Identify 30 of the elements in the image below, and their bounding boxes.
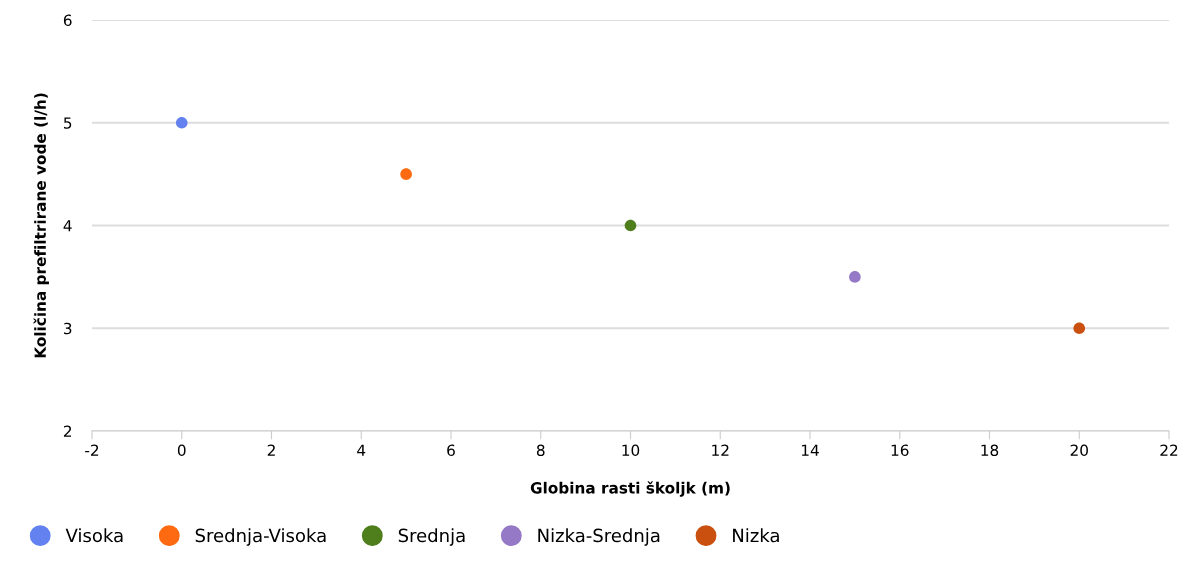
point xyxy=(175,116,188,129)
legend-label: Srednja-Visoka xyxy=(195,528,326,546)
x-tick-label: 6 xyxy=(447,444,455,457)
point xyxy=(1073,322,1086,335)
x-tick-label: 20 xyxy=(1070,444,1088,457)
point xyxy=(400,168,412,180)
x-tick-label: 18 xyxy=(981,444,999,457)
y-tick-label: 6 xyxy=(63,14,72,27)
y-tick-label: 5 xyxy=(64,117,72,129)
x-axis-title: Globina rasti školjk (m) xyxy=(530,481,730,497)
point xyxy=(624,219,637,232)
y-tick-label: 4 xyxy=(63,220,72,232)
x-tick-label: 8 xyxy=(536,444,545,457)
x-tick-label: 0 xyxy=(177,444,186,457)
legend-label: Srednja xyxy=(398,528,465,546)
x-tick-label: 10 xyxy=(622,444,640,457)
legend-label: Nizka xyxy=(733,528,779,543)
x-tick-label: 14 xyxy=(801,444,819,456)
x-tick-label: 22 xyxy=(1160,444,1178,456)
legend-label: Nizka-Srednja xyxy=(538,528,660,546)
legend-label: Visoka xyxy=(65,528,123,543)
y-tick-label: 3 xyxy=(64,322,72,335)
point xyxy=(849,271,861,283)
x-tick-label: 2 xyxy=(267,444,275,456)
y-tick-label: 2 xyxy=(63,425,72,437)
x-tick-label: -2 xyxy=(85,444,99,456)
x-tick-label: 12 xyxy=(712,444,729,456)
x-tick-label: 4 xyxy=(357,444,366,456)
y-axis-title: Količina prefiltrirane vode (l/h) xyxy=(33,93,49,358)
x-tick-label: 16 xyxy=(891,444,909,457)
